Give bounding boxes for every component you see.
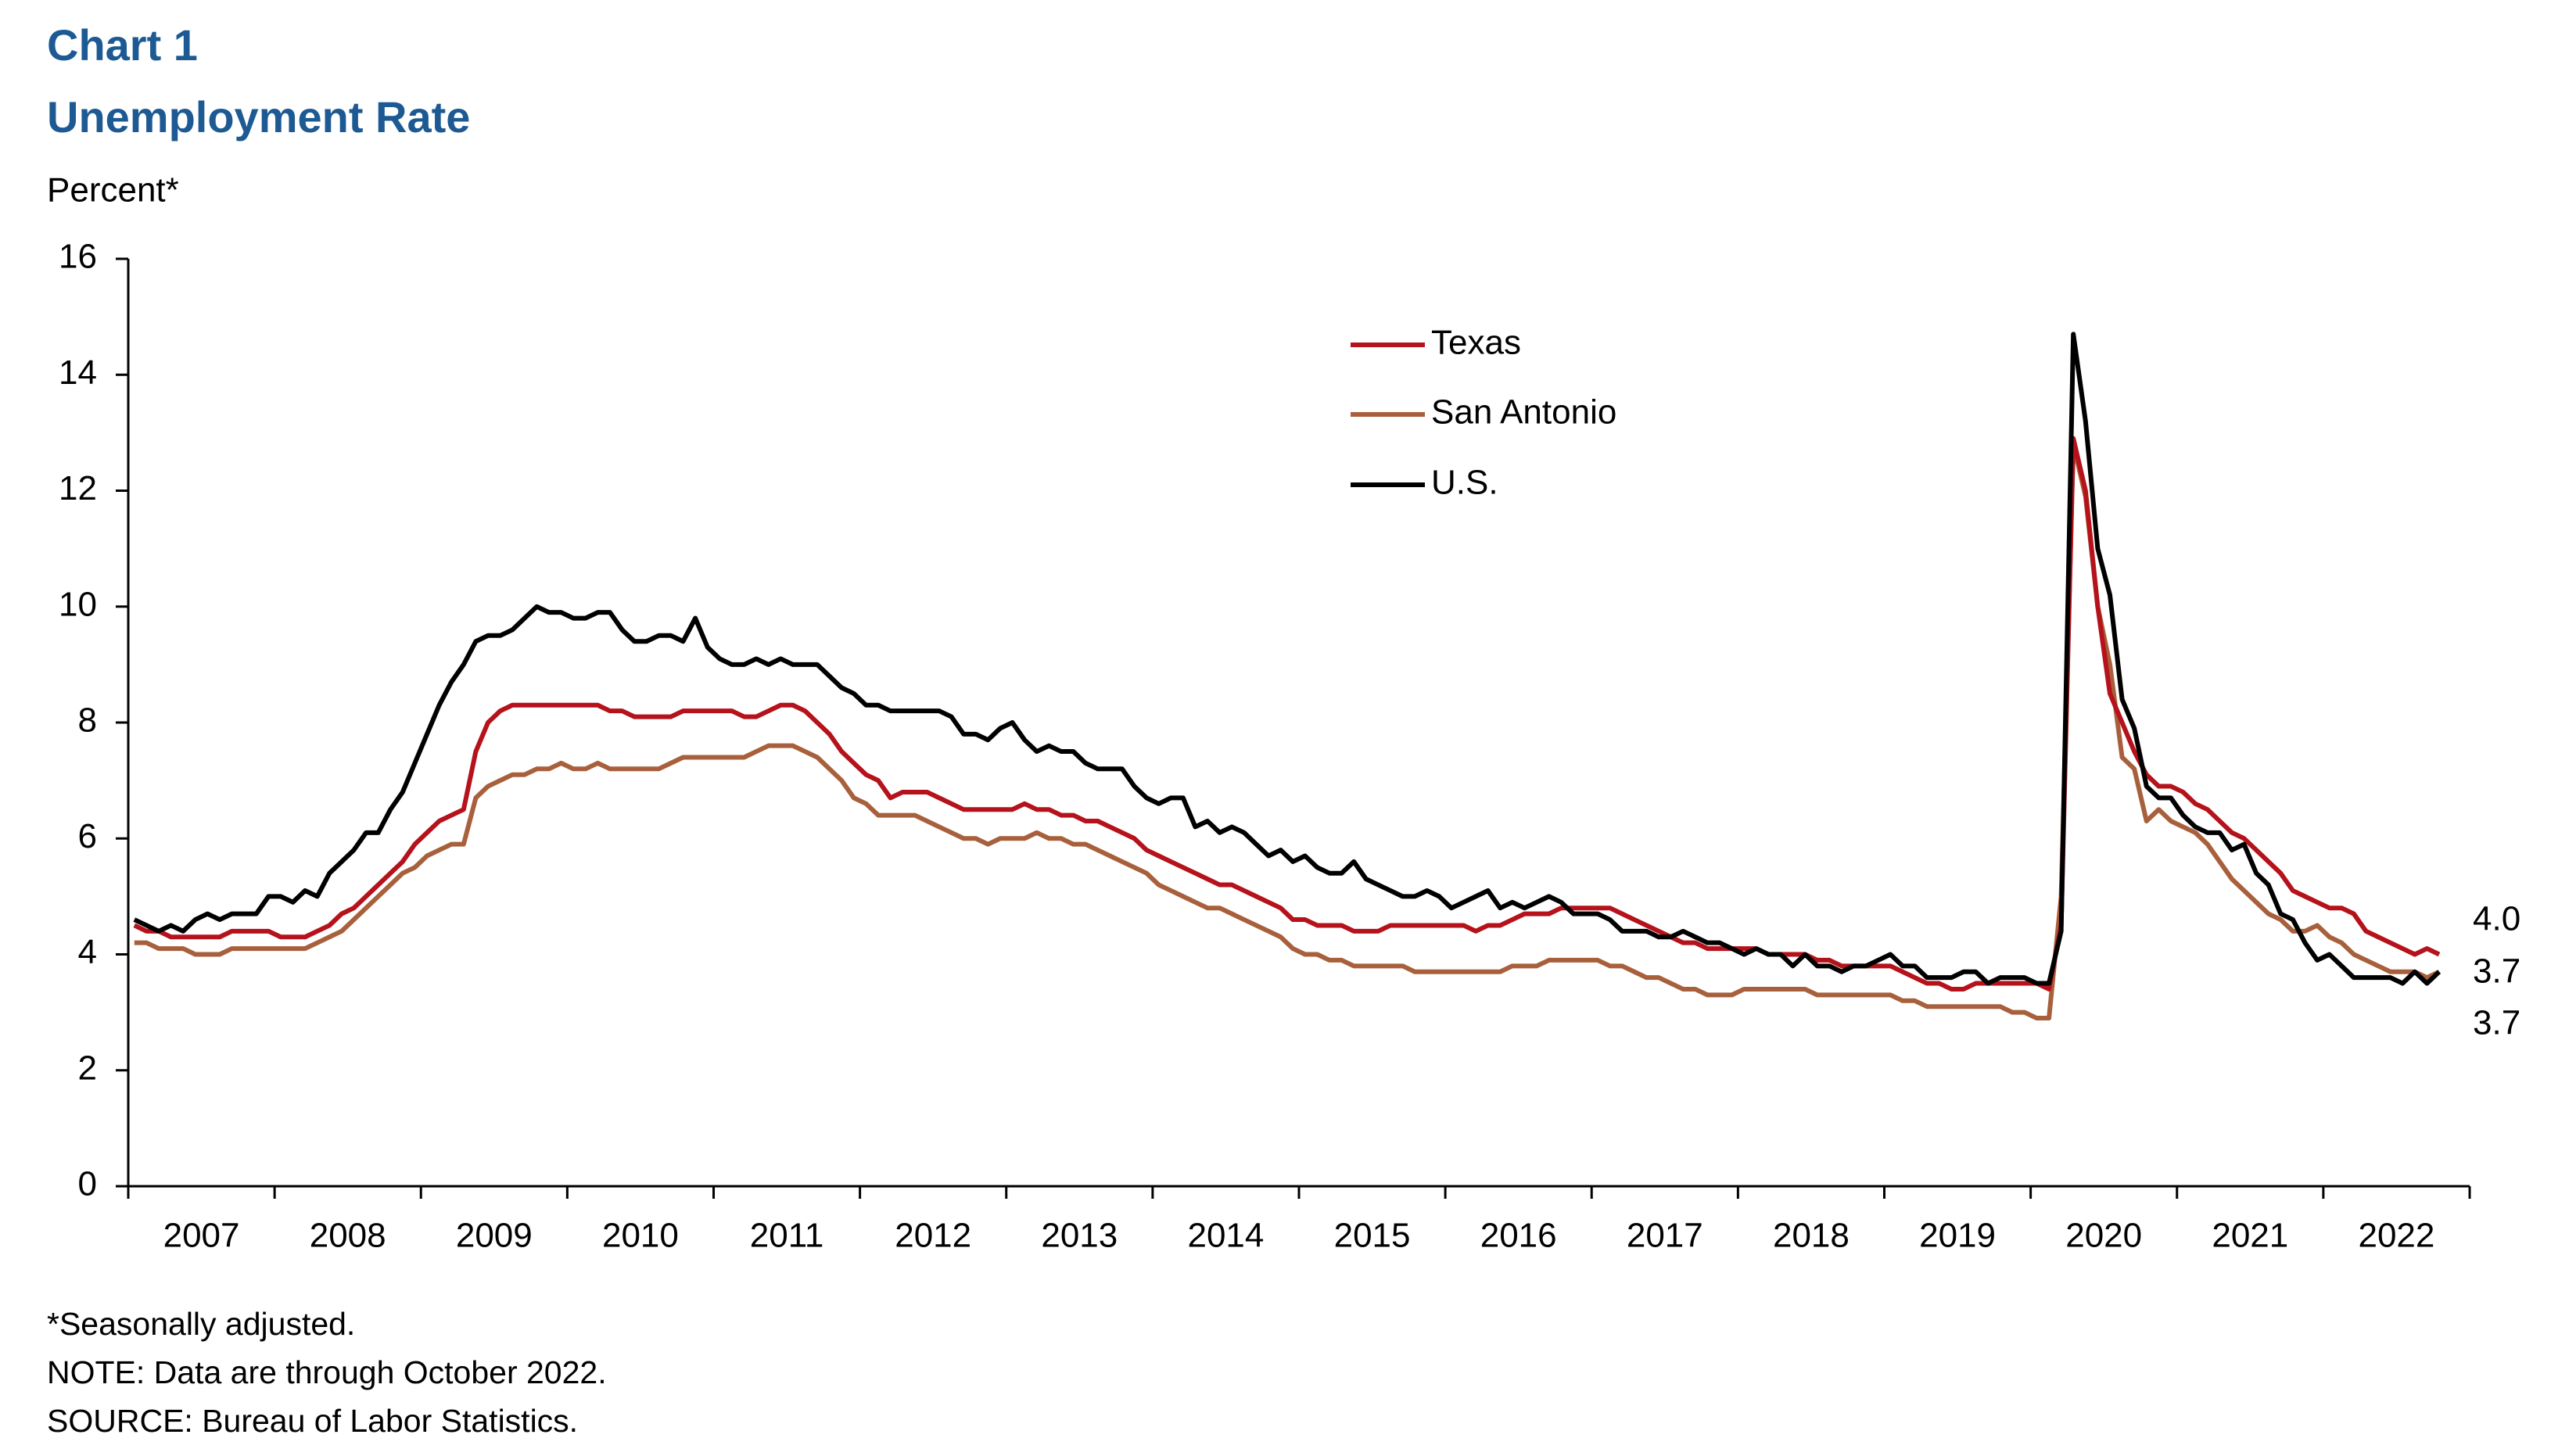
y-tick-label: 12 [59, 469, 97, 507]
y-tick-label: 2 [78, 1049, 97, 1087]
y-tick-label: 16 [59, 238, 97, 276]
x-tick-label: 2013 [1041, 1217, 1118, 1255]
end-label: 4.0 [2473, 900, 2521, 938]
x-tick-label: 2020 [2065, 1217, 2142, 1255]
x-tick-label: 2009 [456, 1217, 533, 1255]
y-tick-label: 6 [78, 817, 97, 855]
chart-title: Chart 1 [47, 20, 198, 70]
x-tick-label: 2007 [163, 1217, 240, 1255]
x-tick-label: 2018 [1773, 1217, 1850, 1255]
legend-label: Texas [1431, 324, 1521, 362]
end-label: 3.7 [2473, 952, 2521, 991]
x-tick-label: 2017 [1627, 1217, 1703, 1255]
end-label: 3.7 [2473, 1004, 2521, 1042]
x-tick-label: 2021 [2212, 1217, 2288, 1255]
series-line [134, 442, 2441, 1021]
legend-label: San Antonio [1431, 393, 1616, 432]
y-tick-label: 10 [59, 585, 97, 623]
y-tick-label: 0 [78, 1165, 97, 1203]
footnote: SOURCE: Bureau of Labor Statistics. [47, 1403, 578, 1439]
y-tick-label: 8 [78, 701, 97, 740]
y-tick-label: 14 [59, 353, 97, 392]
chart-subtitle: Unemployment Rate [47, 92, 470, 142]
x-tick-label: 2015 [1334, 1217, 1411, 1255]
x-tick-label: 2010 [602, 1217, 679, 1255]
x-tick-label: 2012 [895, 1217, 971, 1255]
footnote: NOTE: Data are through October 2022. [47, 1354, 607, 1390]
legend-label: U.S. [1431, 464, 1498, 502]
series-line [133, 332, 2442, 986]
x-tick-label: 2014 [1187, 1217, 1264, 1255]
footnote: *Seasonally adjusted. [47, 1306, 355, 1342]
x-tick-label: 2008 [310, 1217, 386, 1255]
y-axis-label: Percent* [47, 171, 179, 210]
x-tick-label: 2022 [2358, 1217, 2434, 1255]
x-tick-label: 2016 [1480, 1217, 1557, 1255]
x-tick-label: 2019 [1919, 1217, 1996, 1255]
y-tick-label: 4 [78, 933, 97, 971]
x-tick-label: 2011 [750, 1217, 824, 1255]
